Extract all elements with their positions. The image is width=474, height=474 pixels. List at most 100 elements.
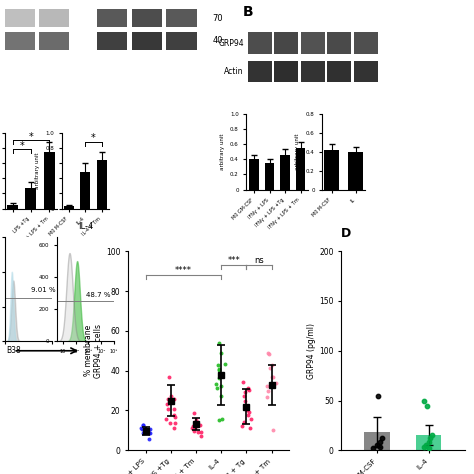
Point [165, 374, 173, 381]
Point [215, 417, 222, 424]
Point [269, 361, 276, 368]
Text: 48.7 %: 48.7 % [86, 292, 110, 298]
Point [218, 349, 225, 356]
Point [197, 432, 204, 440]
Point [162, 415, 170, 423]
Point [270, 374, 277, 381]
Text: Actin: Actin [224, 67, 244, 76]
Text: 40: 40 [213, 36, 223, 45]
Point [217, 383, 225, 390]
Point [170, 405, 178, 413]
Point [171, 419, 179, 427]
Bar [281, 155, 290, 190]
Point [369, 445, 377, 452]
Point [243, 406, 250, 414]
Point [146, 429, 154, 437]
Point [244, 385, 251, 393]
FancyBboxPatch shape [166, 9, 197, 27]
Point [166, 419, 174, 427]
Point [191, 410, 198, 417]
FancyBboxPatch shape [97, 32, 127, 50]
Point [213, 380, 220, 387]
FancyBboxPatch shape [301, 32, 325, 54]
Point [171, 413, 179, 420]
FancyBboxPatch shape [248, 61, 272, 82]
FancyBboxPatch shape [354, 32, 378, 54]
Bar [7, 205, 18, 209]
Bar [64, 206, 74, 209]
Bar [324, 150, 339, 190]
Point [265, 350, 273, 358]
Y-axis label: arbitrary unit: arbitrary unit [295, 133, 301, 170]
FancyBboxPatch shape [97, 9, 127, 27]
Point [420, 397, 428, 404]
FancyBboxPatch shape [39, 9, 69, 27]
Text: ***: *** [228, 256, 240, 265]
Y-axis label: % membrane
GRP94 + cells: % membrane GRP94 + cells [84, 324, 103, 378]
Bar [365, 432, 390, 450]
Point [164, 396, 172, 403]
Bar [97, 160, 107, 209]
Point [269, 382, 277, 389]
Point [191, 427, 198, 435]
Text: *: * [28, 132, 33, 142]
FancyBboxPatch shape [328, 61, 351, 82]
Point [170, 424, 178, 432]
FancyBboxPatch shape [328, 32, 351, 54]
Bar [348, 152, 363, 190]
Point [241, 388, 248, 396]
FancyBboxPatch shape [39, 32, 69, 50]
Point [263, 382, 271, 390]
Point [378, 435, 386, 442]
Bar [296, 148, 305, 190]
Point [191, 424, 199, 432]
Point [214, 361, 221, 369]
Text: 70: 70 [213, 14, 223, 23]
Point [268, 374, 275, 381]
Point [428, 431, 436, 439]
Point [420, 444, 428, 451]
FancyBboxPatch shape [5, 32, 35, 50]
Point [244, 411, 252, 419]
FancyBboxPatch shape [166, 32, 197, 50]
Text: ****: **** [175, 266, 192, 275]
Point [241, 397, 249, 404]
Point [146, 435, 153, 443]
FancyBboxPatch shape [132, 9, 162, 27]
Point [272, 379, 280, 387]
Point [264, 350, 272, 357]
Point [247, 415, 255, 422]
Point [171, 395, 178, 402]
FancyBboxPatch shape [274, 32, 298, 54]
FancyBboxPatch shape [354, 61, 378, 82]
Point [139, 421, 146, 429]
Point [143, 427, 151, 434]
Point [238, 422, 246, 430]
Point [427, 435, 434, 442]
Point [376, 438, 383, 446]
Point [425, 438, 432, 446]
FancyBboxPatch shape [301, 61, 325, 82]
Point [140, 429, 147, 437]
FancyBboxPatch shape [274, 61, 298, 82]
Point [376, 444, 384, 451]
Point [239, 378, 247, 386]
Text: *: * [91, 133, 96, 143]
Point [240, 418, 247, 425]
Point [245, 408, 253, 416]
Point [215, 339, 223, 347]
Bar [81, 172, 90, 209]
Point [188, 424, 196, 432]
Point [194, 428, 202, 436]
Point [215, 365, 222, 373]
Point [191, 419, 199, 427]
Point [139, 421, 147, 429]
Point [140, 426, 147, 433]
Point [374, 392, 382, 399]
Point [215, 366, 223, 374]
Point [170, 411, 178, 419]
Point [145, 428, 152, 436]
Point [246, 424, 254, 432]
Point [197, 421, 204, 428]
Bar [249, 159, 259, 190]
